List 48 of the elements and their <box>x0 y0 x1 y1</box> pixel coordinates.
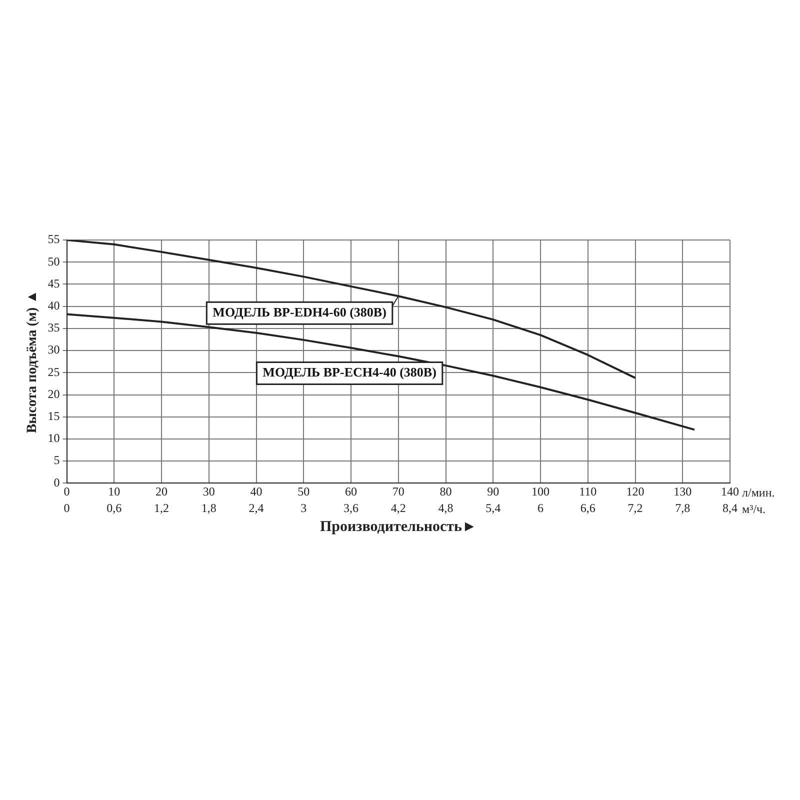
x-axis-title: Производительность► <box>320 518 477 535</box>
x2-tick-label: 7,8 <box>675 500 690 515</box>
x-tick-label: 90 <box>487 484 500 499</box>
x-tick-label: 20 <box>156 484 168 499</box>
x2-tick-label: 3 <box>300 500 307 515</box>
x2-tick-label: 0,6 <box>106 500 122 515</box>
y-tick-label: 5 <box>54 453 60 468</box>
y-tick-label: 35 <box>48 320 60 335</box>
x2-tick-label: 6,6 <box>580 500 596 515</box>
y-tick-label: 45 <box>48 276 60 290</box>
x-tick-label: 60 <box>345 484 358 499</box>
x2-tick-label: 8,4 <box>722 500 738 515</box>
x2-tick-label: 1,8 <box>201 500 216 515</box>
x2-tick-label: 4,2 <box>390 500 406 515</box>
x-tick-label: 110 <box>579 484 597 499</box>
x2-tick-label: 3,6 <box>344 500 359 515</box>
x2-tick-label: 1,2 <box>154 500 170 515</box>
y-tick-label: 20 <box>48 386 60 401</box>
y-tick-label: 40 <box>48 298 60 312</box>
x-tick-label: 70 <box>392 484 404 499</box>
x2-tick-label: 5,4 <box>486 500 501 515</box>
y-tick-label: 10 <box>48 431 60 446</box>
legend-label: МОДЕЛЬ BP-ECH4-40 (380В) <box>262 364 436 380</box>
y-tick-label: 30 <box>48 342 60 357</box>
y-axis-title: Высота подъёма (м) ▲ <box>25 290 40 434</box>
y-tick-label: 50 <box>48 254 60 268</box>
x2-tick-label: 4,8 <box>438 500 454 515</box>
text: л/мин. <box>742 485 775 500</box>
y-tick-label: 15 <box>48 409 60 424</box>
y-tick-label: 0 <box>54 475 60 490</box>
x-tick-label: 130 <box>674 484 692 499</box>
x-tick-label: 30 <box>202 484 215 499</box>
x2-tick-label: 6 <box>538 500 544 515</box>
x-tick-label: 0 <box>64 484 70 499</box>
text: м³/ч. <box>742 502 766 516</box>
x2-tick-label: 7,2 <box>628 500 643 515</box>
x2-tick-label: 0 <box>64 500 70 515</box>
y-tick-label: 25 <box>48 364 60 379</box>
x-tick-label: 140 <box>721 484 739 499</box>
legend-label: МОДЕЛЬ BP-EDH4-60 (380В) <box>212 304 386 320</box>
x-tick-label: 10 <box>108 484 120 499</box>
x-tick-label: 120 <box>626 484 644 499</box>
x2-tick-label: 2,4 <box>248 500 264 515</box>
x-tick-label: 40 <box>250 484 262 499</box>
x-tick-label: 100 <box>532 484 550 499</box>
y-tick-label: 55 <box>48 232 60 246</box>
x-tick-label: 50 <box>298 484 310 499</box>
x-tick-label: 80 <box>440 484 452 499</box>
